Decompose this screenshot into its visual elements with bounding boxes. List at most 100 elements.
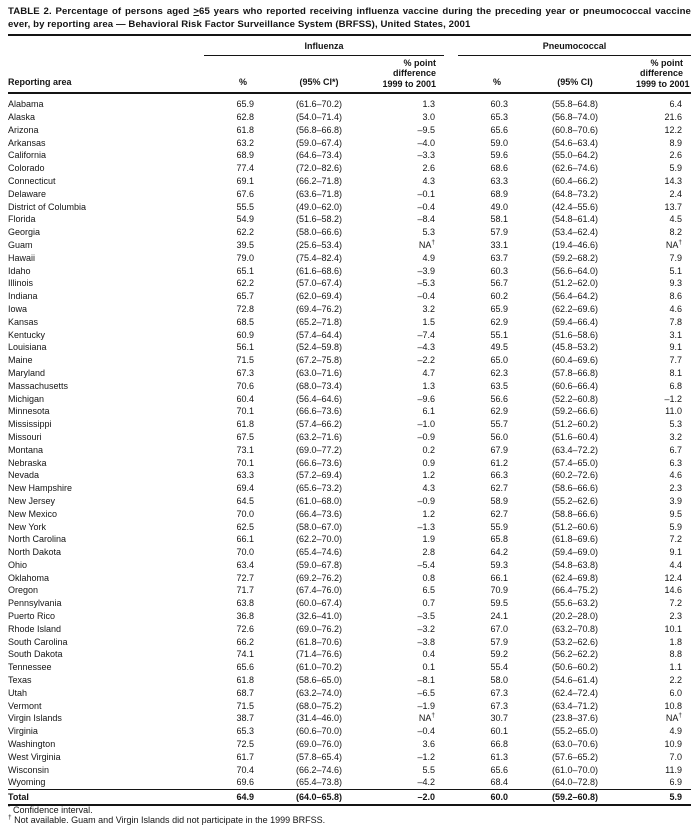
flu-ci-cell: (57.2–69.4) <box>295 470 343 481</box>
pn-diff-cell: 2.2 <box>669 675 683 686</box>
pn-pct-cell: 56.6 <box>490 393 509 404</box>
area-cell: Texas <box>8 675 32 686</box>
area-cell: Indiana <box>8 291 38 302</box>
pn-pct-cell: 62.3 <box>490 367 509 378</box>
flu-ci-cell: (69.4–76.2) <box>295 303 343 314</box>
table-row: North Dakota 70.0 (65.4–74.6) 2.8 64.2 (59.4–… <box>8 546 691 559</box>
reporting-area-header: Reporting area <box>8 55 204 95</box>
gap-cell <box>444 188 458 201</box>
gap-cell <box>444 610 458 623</box>
pn-ci-cell: (55.2–62.6) <box>551 495 599 506</box>
flu-ci-cell: (57.8–65.4) <box>295 751 343 762</box>
flu-pct-cell: 64.9 <box>204 789 260 807</box>
area-cell: Mississippi <box>8 419 52 430</box>
pn-diff-cell: 5.3 <box>669 419 683 430</box>
flu-ci-cell: (66.2–71.8) <box>295 175 343 186</box>
table-row: Kentucky 60.9 (57.4–64.4) –7.4 55.1 (51.6–58.… <box>8 329 691 342</box>
geq-symbol: > <box>193 6 200 17</box>
area-cell: New Jersey <box>8 495 56 506</box>
flu-diff-cell: –9.6 <box>417 393 436 404</box>
pn-pct-cell: 57.9 <box>490 636 509 647</box>
flu-diff-cell: NA† <box>418 238 436 250</box>
table-row: Missouri 67.5 (63.2–71.6) –0.9 56.0 (51.6–60.… <box>8 431 691 444</box>
gap-cell <box>444 175 458 188</box>
pn-diff-cell: 5.9 <box>669 163 683 174</box>
pn-ci-cell: (51.2–60.2) <box>551 419 599 430</box>
table-row: Pennsylvania 63.8 (60.0–67.4) 0.7 59.5 (55.6–… <box>8 597 691 610</box>
pn-diff-cell: 6.3 <box>669 457 683 468</box>
flu-ci-cell: (63.6–71.8) <box>295 188 343 199</box>
flu-diff-cell: –3.8 <box>417 636 436 647</box>
title-rule <box>8 34 691 37</box>
flu-pct-cell: 70.1 <box>236 406 254 417</box>
area-cell: Rhode Island <box>8 623 62 634</box>
pn-diff-cell: 4.6 <box>669 303 683 314</box>
pn-ci-cell: (63.0–70.6) <box>551 739 599 750</box>
flu-ci-cell: (66.6–73.6) <box>295 406 343 417</box>
flu-pct-cell: 65.3 <box>236 726 254 737</box>
pn-ci-cell: (62.4–72.4) <box>551 687 599 698</box>
pn-diff-cell: 5.9 <box>669 521 683 532</box>
pn-diff-cell: 3.9 <box>669 495 683 506</box>
table-row: Hawaii 79.0 (75.4–82.4) 4.9 63.7 (59.2–68.2) 7… <box>8 252 691 265</box>
gap-cell <box>444 597 458 610</box>
pn-pct-cell: 63.5 <box>490 380 509 391</box>
table-row: Nevada 63.3 (57.2–69.4) 1.2 66.3 (60.2–72.6) 4… <box>8 469 691 482</box>
flu-diff-cell: –3.9 <box>417 265 436 276</box>
pn-diff-cell: 6.0 <box>669 687 683 698</box>
area-cell: Missouri <box>8 431 42 442</box>
flu-diff-cell: –0.4 <box>417 291 436 302</box>
flu-diff-cell: 1.2 <box>422 470 436 481</box>
pn-pct-cell: 55.1 <box>490 329 509 340</box>
flu-ci-cell: (61.0–68.0) <box>295 495 343 506</box>
pn-ci-cell: (66.4–75.2) <box>551 585 599 596</box>
table-row: Rhode Island 72.6 (69.0–76.2) –3.2 67.0 (63.2… <box>8 623 691 636</box>
gap-cell <box>444 303 458 316</box>
area-cell: Tennessee <box>8 662 52 673</box>
table-row: South Dakota 74.1 (71.4–76.6) 0.4 59.2 (56.2–… <box>8 648 691 661</box>
flu-pct-cell: 71.7 <box>236 585 254 596</box>
flu-ci-cell: (66.6–73.6) <box>295 457 343 468</box>
group-gap <box>444 36 458 55</box>
gap-cell <box>444 367 458 380</box>
flu-pct-cell: 79.0 <box>236 252 254 263</box>
flu-pct-cell: 72.8 <box>236 303 254 314</box>
gap-cell <box>444 789 459 807</box>
pn-ci-cell: (55.8–64.8) <box>551 99 599 110</box>
pn-ci-cell: (56.2–62.2) <box>551 649 599 660</box>
pn-ci-cell: (59.2–60.8) <box>514 789 637 807</box>
area-cell: Alabama <box>8 99 44 110</box>
flu-pct-cell: 61.8 <box>236 419 254 430</box>
flu-pct-cell: 68.7 <box>236 687 254 698</box>
flu-pct-cell: 62.5 <box>236 521 254 532</box>
pn-ci-cell: (57.8–66.8) <box>551 367 599 378</box>
table-row: California 68.9 (64.6–73.4) –3.3 59.6 (55.0–6… <box>8 149 691 162</box>
flu-ci-cell: (75.4–82.4) <box>295 252 343 263</box>
flu-diff-cell: 5.5 <box>422 764 436 775</box>
pn-pct-cell: 59.5 <box>490 598 509 609</box>
flu-diff-cell: –0.1 <box>417 188 436 199</box>
flu-diff-cell: –9.5 <box>417 124 436 135</box>
gap-cell <box>444 252 458 265</box>
table-row: Georgia 62.2 (58.0–66.6) 5.3 57.9 (53.4–62.4)… <box>8 226 691 239</box>
flu-pct-cell: 63.3 <box>236 470 254 481</box>
flu-ci-cell: (63.2–74.0) <box>295 687 343 698</box>
pn-diff-cell: 2.3 <box>669 483 683 494</box>
pn-pct-cell: 62.7 <box>490 483 509 494</box>
gap-cell <box>444 661 458 674</box>
pn-ci-cell: (54.8–61.4) <box>551 214 599 225</box>
pn-ci-cell: (42.4–55.6) <box>551 201 599 212</box>
gap-cell <box>444 93 458 111</box>
flu-ci-cell: (62.2–70.0) <box>295 534 343 545</box>
area-cell: Michigan <box>8 393 45 404</box>
pn-diff-line1: % point <box>650 57 684 68</box>
pn-ci-cell: (45.8–53.2) <box>551 342 599 353</box>
pn-ci-cell: (23.8–37.6) <box>551 713 599 724</box>
table-row: Delaware 67.6 (63.6–71.8) –0.1 68.9 (64.8–73.… <box>8 188 691 201</box>
pn-pct-cell: 33.1 <box>490 239 509 250</box>
flu-ci-cell: (60.6–70.0) <box>295 726 343 737</box>
area-cell: Alaska <box>8 112 36 122</box>
flu-diff-cell: –3.3 <box>417 150 436 161</box>
flu-pct-cell: 60.9 <box>236 329 254 340</box>
flu-diff-cell: –4.3 <box>417 342 436 353</box>
